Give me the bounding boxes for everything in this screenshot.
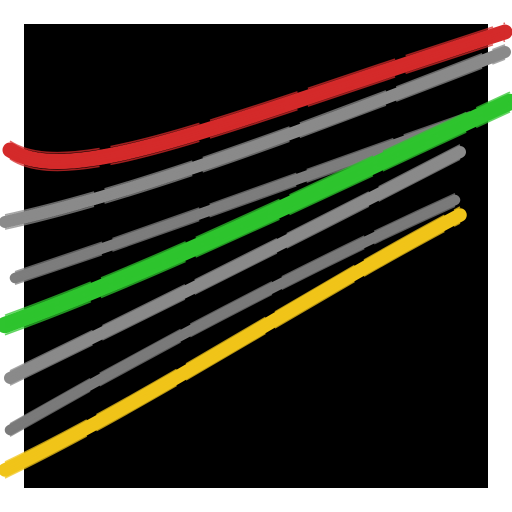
bristle <box>9 203 456 436</box>
bristle <box>9 145 461 374</box>
bristle <box>4 54 506 227</box>
bristle <box>4 93 511 319</box>
bristle <box>4 91 511 316</box>
bristle <box>4 214 461 471</box>
bristle <box>9 31 506 163</box>
bristle <box>4 101 511 326</box>
bristle <box>9 149 461 377</box>
bristle <box>4 212 461 469</box>
bristle <box>9 22 506 154</box>
bristle <box>9 29 506 161</box>
bristle <box>9 144 461 372</box>
bristle <box>4 49 506 222</box>
bristle <box>9 153 461 381</box>
bristle <box>9 202 456 434</box>
bristle <box>9 193 456 425</box>
bristle <box>4 206 461 463</box>
bristle <box>9 154 461 383</box>
brush-strokes <box>0 22 512 479</box>
bristle <box>4 108 511 334</box>
bristle <box>9 197 456 430</box>
yellow-stroke <box>0 206 467 479</box>
bristle <box>4 210 461 467</box>
bristle <box>4 96 511 321</box>
bristle <box>4 44 506 216</box>
bristle <box>9 40 506 172</box>
bristle <box>9 151 461 379</box>
bristle <box>9 205 456 437</box>
bristle <box>9 196 456 428</box>
bristle <box>4 47 506 220</box>
bristle <box>4 216 461 473</box>
green-stroke <box>0 91 512 336</box>
bristle <box>14 112 471 275</box>
bristle <box>9 35 506 167</box>
bristle <box>14 115 471 278</box>
bristle <box>9 33 506 165</box>
bristle <box>4 51 506 223</box>
bristle <box>4 111 511 336</box>
bristle <box>4 220 461 477</box>
bristle <box>9 199 456 431</box>
gray-stroke <box>4 144 466 386</box>
bristle <box>9 26 506 158</box>
bristle <box>14 111 471 273</box>
red-stroke <box>2 22 512 172</box>
gray-stroke <box>0 44 511 230</box>
bristle <box>4 106 511 331</box>
bristle <box>4 53 506 225</box>
bristle <box>9 24 506 156</box>
bristle <box>4 222 461 479</box>
bristle <box>9 156 461 385</box>
bristle <box>9 37 506 169</box>
bristle <box>4 58 506 230</box>
bristle <box>4 56 506 229</box>
bristle <box>4 45 506 218</box>
bristle <box>9 200 456 433</box>
gray-stroke <box>4 193 461 437</box>
bristle <box>9 194 456 427</box>
bristle <box>4 98 511 324</box>
bristle <box>4 218 461 475</box>
bristle <box>4 103 511 329</box>
bristle <box>4 208 461 465</box>
bristle <box>9 147 461 376</box>
bristle <box>9 158 461 386</box>
bristle <box>14 114 471 276</box>
